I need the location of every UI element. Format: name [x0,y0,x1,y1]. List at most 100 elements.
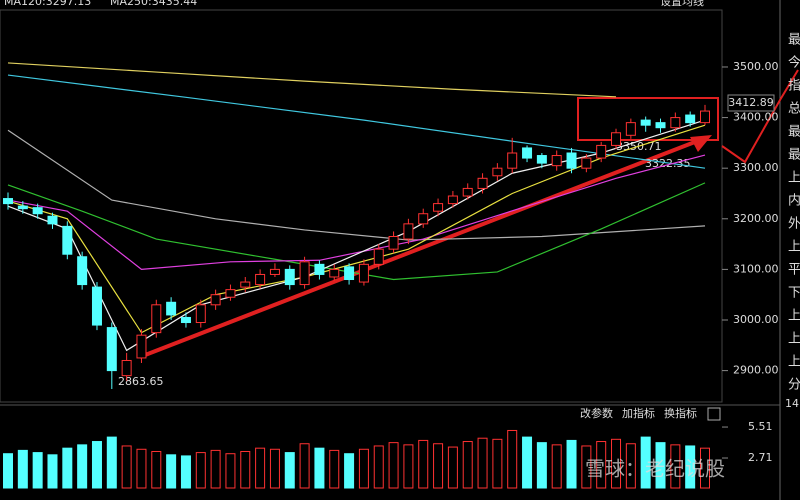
volume-bar [566,439,577,489]
candle-body [700,110,710,124]
volume-bar [655,442,666,489]
ma-line [7,62,617,98]
volume-bar [121,445,132,489]
price-flag [727,94,775,112]
candle-body [433,203,444,212]
button[interactable]: 加指标 [622,406,655,420]
candle-body [77,256,88,286]
volume-bar [225,453,236,489]
candle-body [462,187,473,197]
volume-bar [269,448,280,489]
candle-body [62,225,73,255]
volume-bar [685,445,696,489]
volume-bar [62,447,73,489]
candle-body [507,152,518,169]
candle-body [121,359,132,377]
volume-bar [507,429,518,489]
candle-body [536,155,547,164]
side-label: 分 [788,378,800,393]
side-label: 最 [788,33,800,48]
ma-label: MA250:3435.44 [110,0,197,8]
side-label: 上 [788,309,800,324]
volume-bar [477,437,488,489]
volume-bar [166,454,177,489]
candle-body [240,281,251,288]
volume-bar [329,449,340,489]
candle-body [195,304,206,324]
volume-bar [447,446,458,489]
ma-line [7,129,706,241]
y-tick-label: 3200.00 [733,212,779,225]
candle-body [17,205,28,210]
volume-bar [47,454,58,489]
volume-bar [640,436,651,489]
volume-bar [91,441,102,489]
volume-bar [670,444,681,489]
candle-body [329,268,340,278]
side-label: 下 [788,286,800,301]
side-label: 今 [788,55,800,71]
volume-bar [106,436,117,489]
close-button[interactable] [707,407,721,421]
candle-body [136,334,147,359]
trend-arrow [139,138,701,359]
volume-bar [596,441,607,489]
low-label: 2863.65 [118,375,164,388]
volume-bar [210,449,221,489]
candle-body [670,117,681,129]
candle-body [551,155,562,167]
volume-bar [195,452,206,489]
ma-line [7,182,706,281]
volume-bar [3,453,13,489]
volume-bar [358,448,369,489]
volume-bar [136,448,147,489]
candle-body [106,327,117,372]
volume-bar [180,455,191,489]
candle-body [225,289,236,298]
volume-bar [17,449,28,489]
candle-body [32,207,43,215]
candle-body [299,261,310,286]
volume-bar [492,438,503,489]
button[interactable]: 改参数 [580,406,613,420]
side-label: 总 [788,102,800,117]
volume-bar [314,447,325,489]
candle-body [685,114,696,124]
ma-line [7,154,706,271]
candle-body [3,198,13,205]
volume-bar [373,445,384,489]
candle-body [210,294,221,306]
candle-body [284,268,295,286]
volume-bar [536,442,547,489]
side-label: 内 [788,193,800,209]
side-label: 最 [788,148,800,163]
volume-bar [581,445,592,489]
candle-body [166,301,177,316]
y-tick-label: 3000.00 [733,313,779,326]
price-frame [0,9,723,403]
candle-body [655,122,666,129]
side-label: 最 [788,125,800,140]
volume-bar [418,439,429,489]
candle-body [358,263,369,283]
side-label: 平 [788,263,800,278]
candle-body [611,132,622,146]
callout-arrow [721,69,799,164]
settings[interactable]: 设置均线 [660,0,704,8]
candle-body [255,273,266,286]
button[interactable]: 换指标 [664,406,697,420]
highlight-box [577,97,719,141]
vol-tick-label: 5.51 [748,420,773,433]
candle-body [373,248,384,265]
candle-body [47,215,58,225]
volume-bar [551,444,562,489]
candle-body [91,286,102,326]
candle-body [269,268,280,275]
vol-tick-label: 2.71 [748,451,773,464]
volume-bar [32,452,43,489]
candle-body [151,304,162,334]
candle-body [596,144,607,159]
side-label: 上 [788,332,800,347]
